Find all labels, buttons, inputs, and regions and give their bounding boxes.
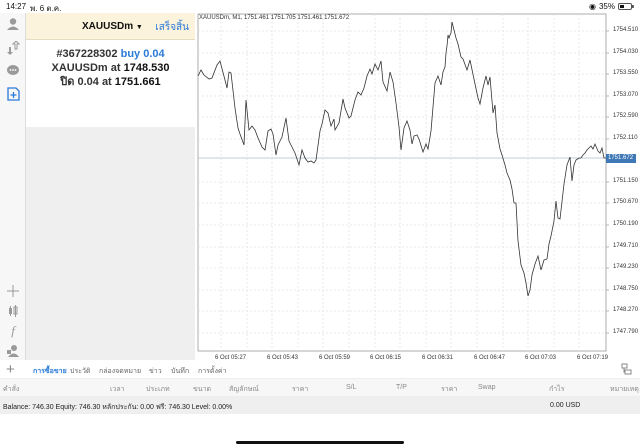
column-header: ราคา <box>292 386 309 393</box>
price-tick: 1753.550 <box>613 70 639 76</box>
price-tick: 1748.270 <box>613 307 639 313</box>
chart-canvas[interactable] <box>195 13 640 360</box>
done-button[interactable]: เสร็จสิ้น <box>155 22 189 33</box>
price-tick: 1750.190 <box>613 221 639 227</box>
trade-header: XAUUSDm ▼ เสร็จสิ้น <box>26 13 195 40</box>
column-header: เวลา <box>110 386 125 393</box>
wifi-icon: ◉ <box>589 2 596 11</box>
tab-settings[interactable]: การตั้งค่า <box>198 368 227 375</box>
status-time: 14:27 <box>6 2 27 11</box>
price-tick: 1748.750 <box>613 286 639 292</box>
column-header: หมายเหตุ <box>610 386 639 393</box>
trade-result-panel: XAUUSDm ▼ เสร็จสิ้น #367228302 buy 0.04 … <box>26 13 195 360</box>
status-bar: 14:27 พ. 6 ต.ค. ◉ 35% <box>0 0 640 13</box>
column-header: สัญลักษณ์ <box>229 386 259 393</box>
trade-symbol-text: XAUUSDm at <box>51 62 121 74</box>
home-indicator[interactable] <box>236 441 404 444</box>
table-header: คำสั่ง เวลา ประเภท ขนาด สัญลักษณ์ ราคา S… <box>0 379 640 396</box>
balance-row: Balance: 746.30 Equity: 746.30 หลักประกั… <box>0 396 640 414</box>
terminal-tabs: + การซื้อขาย ประวัติ กล่องจดหมาย ข่าว บั… <box>0 360 640 379</box>
price-tick: 1752.110 <box>613 135 638 141</box>
layout-icon[interactable] <box>621 363 632 375</box>
objects-icon[interactable] <box>5 343 21 359</box>
tab-trade[interactable]: การซื้อขาย <box>33 368 67 375</box>
time-tick: 6 Oct 05:59 <box>319 355 351 361</box>
column-header: กำไร <box>549 386 565 393</box>
time-tick: 6 Oct 05:27 <box>215 355 247 361</box>
column-header: ขนาด <box>193 386 212 393</box>
column-header: คำสั่ง <box>3 386 20 393</box>
terminal-panel: + การซื้อขาย ประวัติ กล่องจดหมาย ข่าว บั… <box>0 360 640 447</box>
battery-percent: 35% <box>598 2 615 11</box>
column-header: S/L <box>346 384 357 391</box>
symbol-label: XAUUSDm <box>82 21 134 32</box>
column-header: ประเภท <box>146 386 170 393</box>
time-tick: 6 Oct 05:43 <box>267 355 299 361</box>
price-tick: 1750.670 <box>613 199 639 205</box>
chart-type-icon[interactable] <box>5 303 21 319</box>
indicators-icon[interactable]: f <box>11 323 15 338</box>
battery-icon <box>618 3 634 10</box>
time-tick: 6 Oct 07:19 <box>577 355 609 361</box>
trade-action: buy 0.04 <box>120 48 165 60</box>
time-tick: 6 Oct 06:31 <box>422 355 454 361</box>
ticket-number: #367228302 <box>56 48 118 60</box>
tab-history[interactable]: ประวัติ <box>70 368 91 375</box>
time-tick: 6 Oct 06:47 <box>474 355 506 361</box>
price-tick: 1754.510 <box>613 27 639 33</box>
price-tick: 1754.030 <box>613 49 639 55</box>
new-order-icon[interactable] <box>5 86 21 102</box>
price-tick: 1749.710 <box>613 243 639 249</box>
price-line <box>197 21 606 297</box>
time-tick: 6 Oct 06:15 <box>370 355 402 361</box>
dropdown-caret-icon: ▼ <box>135 24 143 31</box>
chart-ohlc-info: XAUUSDm, M1, 1751.461 1751.705 1751.461 … <box>199 15 350 21</box>
balance-summary: Balance: 746.30 Equity: 746.30 หลักประกั… <box>3 404 233 411</box>
column-header: Swap <box>478 384 496 391</box>
tab-mailbox[interactable]: กล่องจดหมาย <box>99 368 142 375</box>
price-tick: 1753.070 <box>613 92 639 98</box>
trade-confirmation: #367228302 buy 0.04 XAUUSDm at 1748.530 … <box>26 40 195 127</box>
close-text: ปิด 0.04 at <box>60 76 112 88</box>
open-price: 1748.530 <box>123 62 170 74</box>
column-header: T/P <box>396 384 407 391</box>
close-price: 1751.661 <box>114 76 161 88</box>
left-toolbar: f M1 <box>0 13 26 374</box>
total-profit: 0.00 USD <box>550 402 581 409</box>
price-tick: 1747.790 <box>613 329 639 335</box>
price-tick: 1749.230 <box>613 264 639 270</box>
price-tick: 1752.590 <box>613 113 639 119</box>
time-tick: 6 Oct 07:03 <box>525 355 557 361</box>
chat-icon[interactable] <box>5 63 21 79</box>
price-chart[interactable]: XAUUSDm, M1, 1751.461 1751.705 1751.461 … <box>195 13 640 361</box>
status-date: พ. 6 ต.ค. <box>30 4 62 13</box>
current-price-label: 1751.672 <box>606 154 636 163</box>
crosshair-icon[interactable] <box>5 283 21 299</box>
trade-arrows-icon[interactable] <box>5 40 21 56</box>
add-icon[interactable]: + <box>6 361 15 378</box>
tab-news[interactable]: ข่าว <box>149 368 162 375</box>
column-header: ราคา <box>441 386 458 393</box>
symbol-selector[interactable]: XAUUSDm ▼ <box>82 21 143 32</box>
price-tick: 1751.150 <box>613 178 639 184</box>
account-icon[interactable] <box>5 16 21 32</box>
tab-journal[interactable]: บันทึก <box>171 368 190 375</box>
